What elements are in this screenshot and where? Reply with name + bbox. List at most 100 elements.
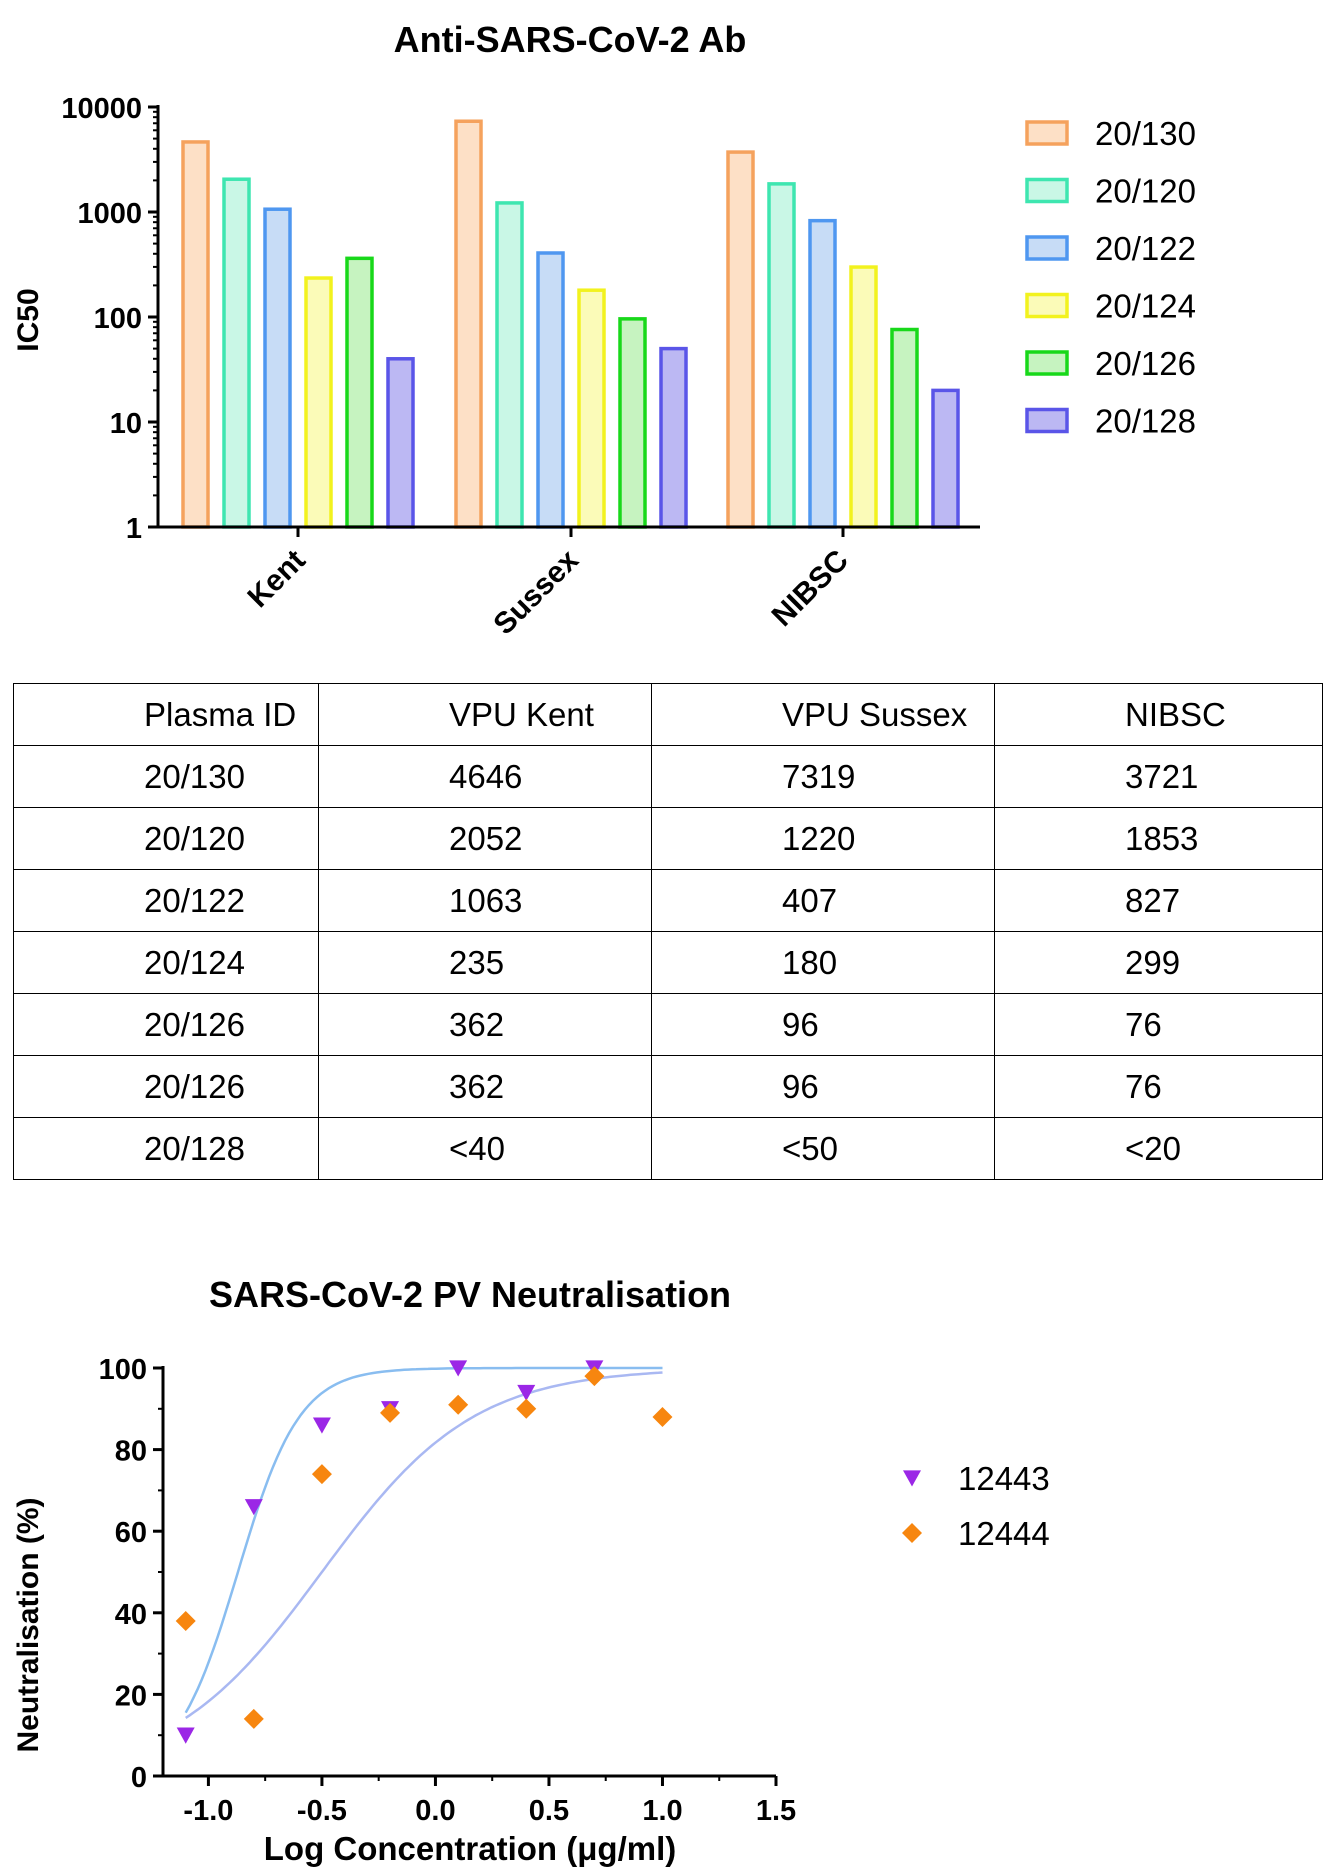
y-tick-label: 10000 — [61, 93, 142, 125]
y-tick-label: 1000 — [77, 198, 142, 230]
bar-20-126-kent — [345, 256, 374, 529]
data-point-12443 — [517, 1384, 536, 1402]
data-point-12444 — [448, 1394, 469, 1415]
y-tick-label: 40 — [115, 1599, 147, 1631]
fit-curve-12443 — [185, 1371, 663, 1719]
bar-20-122-kent — [263, 207, 292, 529]
legend-marker — [903, 1470, 921, 1487]
x-tick-label: -1.0 — [183, 1795, 233, 1827]
bar-20-120-nibsc — [767, 182, 796, 529]
neutralisation-scatter-chart: SARS-CoV-2 PV Neutralisation Neutralisat… — [12, 1274, 1050, 1867]
table-cell: <50 — [651, 1117, 995, 1180]
y-axis-label: Neutralisation (%) — [12, 1497, 45, 1752]
table-cell: 407 — [651, 869, 995, 932]
table-cell: 3721 — [994, 745, 1323, 808]
table-cell: 362 — [318, 993, 652, 1056]
header-cell: VPU Kent — [318, 683, 652, 746]
table-row: 20/130 4646 7319 3721 — [13, 745, 1323, 808]
table-cell: 7319 — [651, 745, 995, 808]
chart-title: Anti-SARS-CoV-2 Ab — [394, 19, 747, 60]
table-cell: 235 — [318, 931, 652, 994]
bar-20-128-kent — [386, 357, 415, 529]
bar-20-130-sussex — [454, 119, 483, 529]
legend-swatch — [1025, 235, 1069, 261]
y-tick-label: 100 — [94, 303, 142, 335]
legend-marker — [902, 1523, 922, 1543]
x-tick-label: 0.5 — [529, 1795, 569, 1827]
legend-swatch — [1025, 292, 1069, 319]
table-cell: 20/120 — [13, 807, 319, 870]
data-point-12443 — [176, 1727, 195, 1744]
y-tick-label: 80 — [115, 1436, 147, 1468]
bar-20-120-sussex — [495, 201, 524, 529]
legend-label: 20/120 — [1095, 173, 1196, 210]
y-tick-label: 0 — [131, 1762, 147, 1794]
data-point-12444 — [243, 1708, 264, 1729]
data-point-12444 — [584, 1366, 605, 1387]
table-cell: 827 — [994, 869, 1323, 932]
ic50-table: Plasma ID VPU Kent VPU Sussex NIBSC 20/1… — [13, 683, 1323, 1180]
y-tick-label: 100 — [99, 1354, 147, 1386]
legend-label: 20/128 — [1095, 403, 1196, 440]
table-cell: 96 — [651, 1055, 995, 1118]
table-cell: <40 — [318, 1117, 652, 1180]
legend-label: 20/130 — [1095, 115, 1196, 152]
bar-20-122-sussex — [536, 251, 565, 529]
bar-20-124-sussex — [577, 288, 606, 529]
bar-20-128-sussex — [659, 346, 688, 529]
x-tick-label: 0.0 — [415, 1795, 455, 1827]
x-category-label: Sussex — [487, 543, 585, 641]
data-point-12443 — [312, 1417, 331, 1434]
x-category-label: NIBSC — [766, 544, 855, 633]
bar-20-126-nibsc — [890, 327, 919, 529]
y-tick-label: 60 — [115, 1517, 147, 1549]
legend-swatch — [1025, 407, 1069, 434]
y-tick-label: 10 — [110, 408, 142, 440]
data-point-12443 — [244, 1499, 263, 1516]
legend-swatch — [1025, 177, 1069, 204]
table-cell: 1063 — [318, 869, 652, 932]
table-row: 20/120 2052 1220 1853 — [13, 807, 1323, 870]
table-cell: 180 — [651, 931, 995, 994]
y-tick-label: 1 — [126, 513, 142, 545]
x-category-label: Kent — [241, 544, 311, 614]
bar-20-122-nibsc — [808, 218, 837, 529]
legend-label: 12444 — [958, 1515, 1050, 1552]
table-row: 20/126 362 96 76 — [13, 993, 1323, 1056]
x-tick-label: -0.5 — [297, 1795, 347, 1827]
y-tick-label: 20 — [115, 1680, 147, 1712]
data-point-12444 — [652, 1406, 673, 1427]
y-axis-label: IC50 — [12, 288, 45, 351]
table-cell: <20 — [994, 1117, 1323, 1180]
table-row: 20/122 1063 407 827 — [13, 869, 1323, 932]
table-cell: 76 — [994, 1055, 1323, 1118]
x-axis-label: Log Concentration (μg/ml) — [264, 1830, 676, 1867]
x-tick-label: 1.5 — [756, 1795, 796, 1827]
table-cell: 20/124 — [13, 931, 319, 994]
table-cell: 2052 — [318, 807, 652, 870]
table-header-row: Plasma ID VPU Kent VPU Sussex NIBSC — [13, 683, 1323, 746]
data-point-12444 — [175, 1610, 196, 1631]
bar-20-130-nibsc — [726, 150, 755, 529]
bar-20-124-kent — [304, 276, 333, 529]
data-point-12444 — [516, 1398, 537, 1419]
bar-20-124-nibsc — [849, 265, 878, 529]
table-cell: 20/122 — [13, 869, 319, 932]
bar-20-130-kent — [181, 140, 210, 529]
bar-20-128-nibsc — [931, 388, 960, 529]
bar-20-120-kent — [222, 177, 251, 529]
legend-label: 20/126 — [1095, 345, 1196, 382]
table-cell: 4646 — [318, 745, 652, 808]
table-cell: 1853 — [994, 807, 1323, 870]
data-point-12444 — [311, 1464, 332, 1485]
header-cell: NIBSC — [994, 683, 1323, 746]
chart-title: SARS-CoV-2 PV Neutralisation — [209, 1274, 731, 1315]
table-cell: 1220 — [651, 807, 995, 870]
table-cell: 20/128 — [13, 1117, 319, 1180]
legend-swatch — [1025, 120, 1069, 146]
table-row: 20/124 235 180 299 — [13, 931, 1323, 994]
data-point-12443 — [449, 1360, 468, 1377]
table-cell: 299 — [994, 931, 1323, 994]
legend-swatch — [1025, 350, 1069, 376]
table-cell: 20/130 — [13, 745, 319, 808]
